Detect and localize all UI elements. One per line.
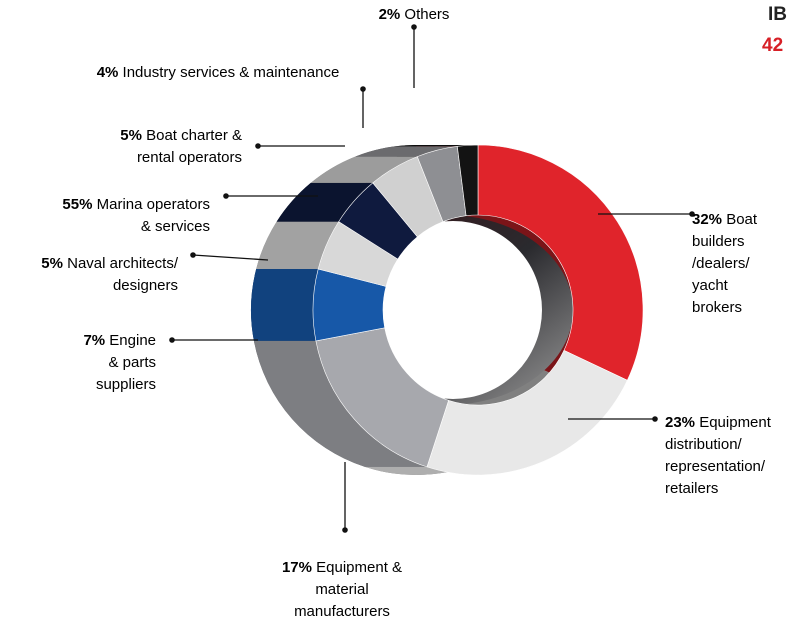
slice-label-line: & parts <box>108 354 156 371</box>
slice-label-line: 55% Marina operators <box>62 196 210 213</box>
leader-dot <box>689 211 695 217</box>
slice-label-line: 17% Equipment & <box>282 559 402 576</box>
slice <box>477 144 644 381</box>
slice-name: Boat <box>722 211 758 228</box>
corner-title-line2: 42 <box>762 35 783 56</box>
corner-title: IB 42 <box>762 4 787 56</box>
slice-label-line: retailers <box>665 480 718 497</box>
slice-depth-wall <box>253 340 427 467</box>
slice-label: 4% Industry services & maintenance <box>97 64 340 81</box>
leader-dot <box>360 86 366 92</box>
slice-name: Engine <box>105 332 156 349</box>
slice-label-line: manufacturers <box>294 603 390 620</box>
leader-line <box>192 254 269 261</box>
slice-label: 55% Marina operators & services <box>62 196 210 235</box>
slice <box>426 350 628 476</box>
slice-percent: 5% <box>41 255 63 272</box>
slice-label: 23% Equipment distribution/representation… <box>665 414 772 497</box>
slice-label: 32% Boat builders/dealers/yacht brokers <box>692 211 758 316</box>
slice-percent: 32% <box>692 211 722 228</box>
slice-depth-wall <box>256 221 339 269</box>
slice-percent: 2% <box>379 6 401 23</box>
leader-dot <box>652 416 658 422</box>
slice-label-line: designers <box>113 277 178 294</box>
slice-label-line: 5% Naval architects/ <box>41 255 179 272</box>
slice-name: Industry services & maintenance <box>118 64 339 81</box>
corner-title-line1: IB <box>768 4 787 25</box>
slice-label: 17% Equipment & material manufacturers <box>282 559 402 620</box>
slice-percent: 5% <box>120 127 142 144</box>
slice-percent: 4% <box>97 64 119 81</box>
slice-label-line: distribution/ <box>665 436 743 453</box>
slice <box>456 144 479 217</box>
leader-dot <box>190 252 196 258</box>
leader-dot <box>169 337 175 343</box>
slice-label: 5% Naval architects/designers <box>41 255 179 294</box>
slice-label-line: suppliers <box>96 376 156 393</box>
leader-lines <box>169 24 695 533</box>
leader-dot <box>411 24 417 30</box>
slice-label: 7% Engine & parts suppliers <box>83 332 156 393</box>
slice-label-line: 23% Equipment <box>665 414 772 431</box>
slice-label-line: representation/ <box>665 458 766 475</box>
slice-depth-wall <box>310 156 418 183</box>
donut-slices <box>312 144 644 476</box>
leader-dot <box>223 193 229 199</box>
hole-opening <box>364 221 542 399</box>
slice-labels: 32% Boat builders/dealers/yacht brokers 23%… <box>41 6 771 620</box>
slice-label-line: yacht <box>692 277 729 294</box>
slice-label-line: 2% Others <box>379 6 450 23</box>
slice-percent: 23% <box>665 414 695 431</box>
slice-label-line: 32% Boat <box>692 211 758 228</box>
slice-label-line: & services <box>141 218 210 235</box>
slice-depth-wall <box>355 146 458 157</box>
slice-percent: 55% <box>62 196 92 213</box>
slice-name: Equipment & <box>312 559 402 576</box>
slice-label-line: rental operators <box>137 149 242 166</box>
slice-name: Marina operators <box>92 196 210 213</box>
slice-label-line: 5% Boat charter & <box>120 127 242 144</box>
slice-depth-wall <box>276 182 373 222</box>
slice-label: 5% Boat charter & rental operators <box>120 127 242 166</box>
slice-name: Boat charter & <box>142 127 242 144</box>
leader-dot <box>255 143 261 149</box>
slice-name: Equipment <box>695 414 772 431</box>
slice-depth-wall <box>395 145 478 147</box>
slice-label-line: /dealers/ <box>692 255 750 272</box>
slice-name: Others <box>400 6 449 23</box>
slice-depth-wall <box>250 269 319 341</box>
slice-label: 2% Others <box>379 6 450 23</box>
slice-label-line: 4% Industry services & maintenance <box>97 64 340 81</box>
slice-label-line: 7% Engine <box>83 332 156 349</box>
slice-label-line: builders <box>692 233 745 250</box>
slice-name: Naval architects/ <box>63 255 179 272</box>
slice-percent: 7% <box>83 332 105 349</box>
slice-label-line: brokers <box>692 299 742 316</box>
slice-label-line: material <box>315 581 368 598</box>
slice-percent: 17% <box>282 559 312 576</box>
leader-dot <box>342 527 348 533</box>
